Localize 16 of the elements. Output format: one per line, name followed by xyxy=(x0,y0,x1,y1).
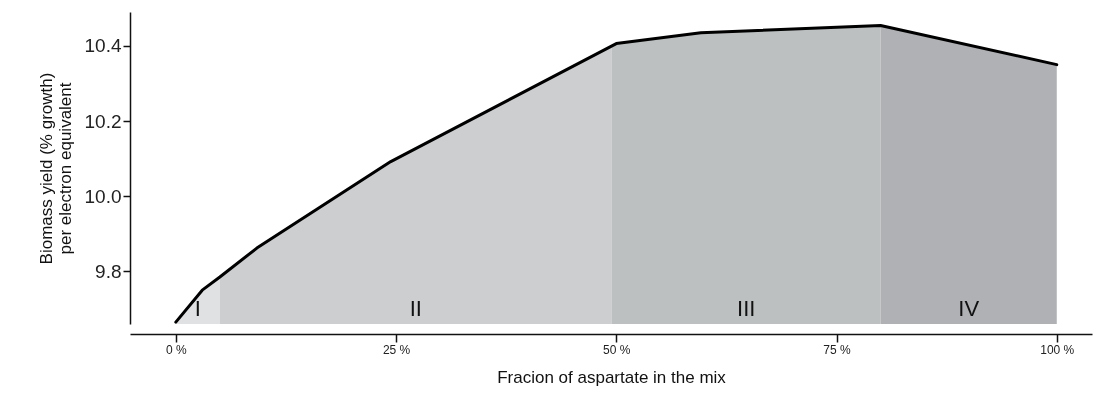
line-series xyxy=(174,24,1059,324)
x-tick-label: 75 % xyxy=(823,342,852,357)
y-tick-label: 10.0 xyxy=(84,185,122,207)
annotation: IV xyxy=(958,296,980,321)
y-axis-title: Biomass yield (% growth) per electron equivalent xyxy=(36,72,75,265)
x-tick-label: 50 % xyxy=(603,342,631,357)
y-tick-label: 9.8 xyxy=(95,260,122,282)
y-tick-label: 10.4 xyxy=(84,35,122,57)
x-axis-title: Fracion of aspartate in the mix xyxy=(497,367,727,387)
annotation: II xyxy=(409,296,422,321)
annotation: I xyxy=(194,296,201,321)
annotation: III xyxy=(737,296,756,321)
x-tick-label: 25 % xyxy=(382,342,411,357)
y-tick-label: 10.2 xyxy=(84,110,122,132)
x-tick-label: 100 % xyxy=(1040,342,1075,357)
x-tick-label: 0 % xyxy=(165,342,187,357)
